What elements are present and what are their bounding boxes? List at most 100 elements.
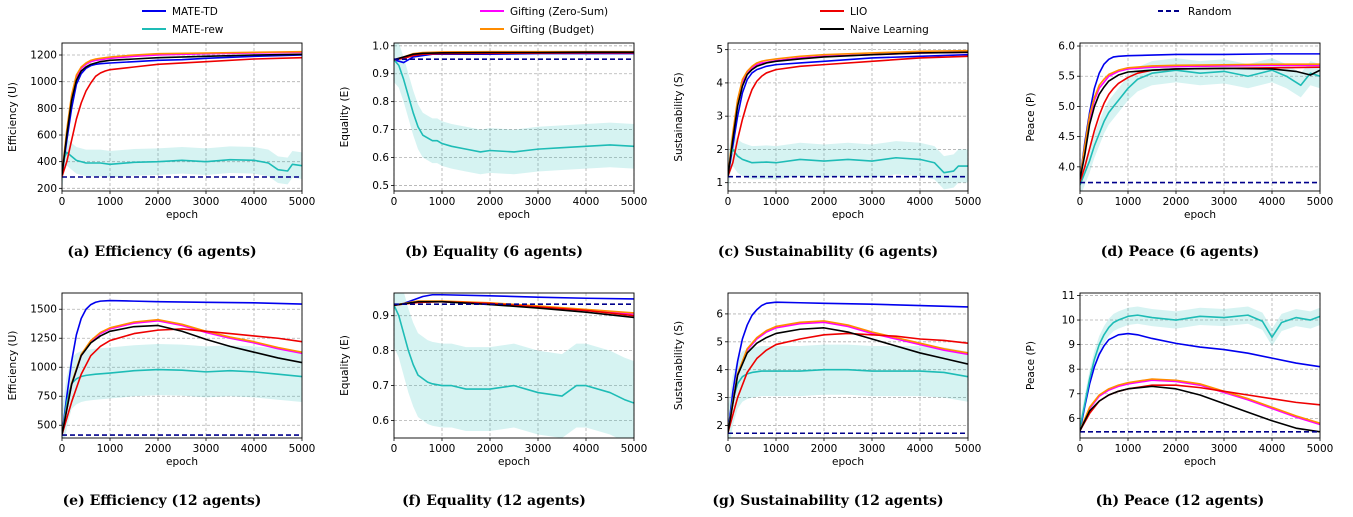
y-tick-label: 0.7 <box>372 380 389 392</box>
x-tick-label: 1000 <box>97 196 124 208</box>
y-tick-label: 1000 <box>30 76 57 88</box>
panel-caption: (g) Sustainability (12 agents) <box>712 493 943 509</box>
panel-7: 0 1000 2000 3000 4000 5000 2 3 4 5 6 epoch Sustainab… <box>673 292 982 509</box>
series-mate-td <box>1080 332 1320 431</box>
axes-frame <box>727 292 969 439</box>
series-gifting-budget <box>1080 378 1320 431</box>
y-tick-label: 0.6 <box>372 415 389 427</box>
plot-area <box>728 49 968 191</box>
y-tick-label: 1000 <box>30 362 57 374</box>
x-axis-label: epoch <box>166 456 198 468</box>
series-mate-rew <box>1080 314 1320 429</box>
series-mate-td <box>62 54 302 176</box>
x-tick-label: 0 <box>725 443 732 455</box>
y-tick-label: 4.5 <box>1058 131 1075 143</box>
series-naive-learning <box>62 53 302 176</box>
legend-label-gifting-budget: Gifting (Budget) <box>510 24 594 36</box>
plot-area <box>394 43 634 175</box>
legend-item-naive-learning: Naive Learning <box>820 24 929 36</box>
y-tick-label: 8 <box>1068 364 1075 376</box>
y-axis-label: Peace (P) <box>1025 341 1037 390</box>
x-tick-label: 5000 <box>955 196 982 208</box>
x-tick-label: 3000 <box>1211 443 1238 455</box>
x-tick-label: 2000 <box>477 196 504 208</box>
y-tick-label: 0.8 <box>372 345 389 357</box>
y-tick-label: 6 <box>716 308 723 320</box>
x-tick-label: 2000 <box>145 443 172 455</box>
panel-5: 0 1000 2000 3000 4000 5000 500 750 1000 1250 1500 e… <box>7 292 316 509</box>
axes-frame <box>1079 292 1321 439</box>
series-gifting-budget <box>62 318 302 435</box>
y-tick-label: 0.6 <box>372 152 389 164</box>
axes-frame <box>727 42 969 192</box>
axes-frame <box>61 292 303 439</box>
series-gifting-budget <box>62 50 302 176</box>
series-mate-rew <box>728 368 968 433</box>
band-mate-rew <box>62 344 302 438</box>
x-tick-label: 3000 <box>1211 196 1238 208</box>
x-tick-label: 1000 <box>429 196 456 208</box>
band-mate-rew <box>728 344 968 438</box>
y-tick-label: 800 <box>37 103 57 115</box>
y-axis-label: Peace (P) <box>1025 93 1037 142</box>
x-tick-label: 0 <box>725 196 732 208</box>
plot-area <box>62 50 302 190</box>
series-mate-td <box>728 53 968 177</box>
y-tick-label: 7 <box>1068 388 1075 400</box>
x-tick-label: 5000 <box>955 443 982 455</box>
x-tick-label: 4000 <box>241 443 268 455</box>
y-tick-label: 0.8 <box>372 96 389 108</box>
y-tick-label: 5.5 <box>1058 71 1075 83</box>
panel-8: 0 1000 2000 3000 4000 5000 6 7 8 9 10 11 epoch Peace … <box>1025 290 1333 509</box>
axes-frame <box>61 42 303 192</box>
y-tick-label: 9 <box>1068 339 1075 351</box>
series-mate-rew <box>728 148 968 177</box>
series-naive-learning <box>394 51 634 61</box>
series-mate-rew <box>394 59 634 153</box>
y-tick-label: 5 <box>716 336 723 348</box>
y-tick-label: 750 <box>37 391 57 403</box>
series-gifting-zero-sum <box>1080 379 1320 431</box>
x-tick-label: 2000 <box>811 196 838 208</box>
panel-3: 0 1000 2000 3000 4000 5000 1 2 3 4 5 epoch Sustainab… <box>673 42 982 260</box>
legend-svg: MATE-TD MATE-rew Gifting (Zero-Sum) Gift… <box>142 6 1231 36</box>
x-tick-label: 2000 <box>477 443 504 455</box>
x-tick-label: 1000 <box>763 196 790 208</box>
x-tick-label: 1000 <box>1115 196 1142 208</box>
y-tick-label: 1.0 <box>372 40 389 52</box>
series-naive-learning <box>728 51 968 177</box>
x-tick-label: 3000 <box>193 196 220 208</box>
panel-1: 0 1000 2000 3000 4000 5000 200 400 600 800 1000 120… <box>7 42 316 260</box>
x-axis-label: epoch <box>166 209 198 221</box>
legend-label-lio: LIO <box>850 6 867 18</box>
series-naive-learning <box>62 324 302 435</box>
x-tick-label: 5000 <box>289 443 316 455</box>
panel-caption: (d) Peace (6 agents) <box>1101 244 1260 260</box>
band-mate-rew <box>394 293 634 438</box>
y-tick-label: 0.9 <box>372 310 389 322</box>
y-tick-label: 3 <box>716 111 723 123</box>
legend-label-random: Random <box>1188 6 1231 18</box>
y-tick-label: 0.9 <box>372 68 389 80</box>
x-tick-label: 5000 <box>289 196 316 208</box>
x-tick-label: 4000 <box>241 196 268 208</box>
x-tick-label: 4000 <box>907 196 934 208</box>
panel-caption: (a) Efficiency (6 agents) <box>67 244 256 260</box>
x-tick-label: 5000 <box>1307 196 1334 208</box>
y-tick-label: 0.7 <box>372 124 389 136</box>
series-mate-td <box>394 293 634 307</box>
panel-6: 0 1000 2000 3000 4000 5000 0.6 0.7 0.8 0.9 epoch Eq… <box>339 292 647 509</box>
y-tick-label: 1200 <box>30 50 57 62</box>
x-tick-label: 3000 <box>859 443 886 455</box>
y-tick-label: 600 <box>37 130 57 142</box>
plot-area <box>1080 306 1320 437</box>
y-axis-label: Sustainability (S) <box>673 321 685 410</box>
y-tick-label: 3 <box>716 392 723 404</box>
x-tick-label: 3000 <box>859 196 886 208</box>
x-tick-label: 0 <box>1077 443 1084 455</box>
legend-label-mate-rew: MATE-rew <box>172 24 224 36</box>
series-mate-rew <box>62 368 302 435</box>
y-axis-label: Equality (E) <box>339 87 351 148</box>
y-tick-label: 2 <box>716 144 723 156</box>
